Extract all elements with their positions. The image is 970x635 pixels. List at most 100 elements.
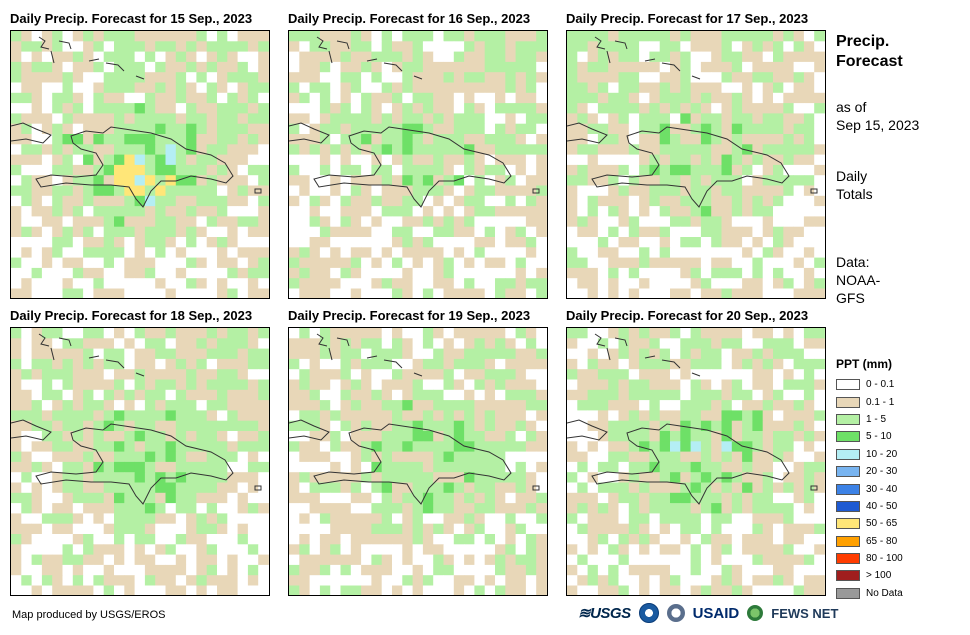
precip-cell xyxy=(700,82,712,94)
precip-cell xyxy=(536,400,547,411)
precip-cell xyxy=(227,82,238,94)
precip-cell xyxy=(371,420,383,432)
precip-cell xyxy=(525,523,537,535)
precip-cell xyxy=(464,144,475,155)
precip-cell xyxy=(289,482,300,494)
precip-cell xyxy=(134,144,146,155)
precip-cell xyxy=(103,185,115,197)
precip-cell xyxy=(597,420,609,432)
precip-cell xyxy=(258,389,269,401)
precip-cell xyxy=(103,154,115,166)
precip-cell xyxy=(93,134,105,145)
precip-cell xyxy=(731,431,743,442)
precip-cell xyxy=(803,554,815,566)
precip-cell xyxy=(247,400,259,411)
precip-cell xyxy=(52,451,63,463)
precip-cell xyxy=(721,144,733,155)
precip-cell xyxy=(227,420,238,432)
precip-cell xyxy=(731,461,743,473)
precip-cell xyxy=(505,389,516,401)
precip-cell xyxy=(196,369,208,380)
precip-cell xyxy=(731,554,743,566)
precip-cell xyxy=(31,103,43,114)
precip-cell xyxy=(144,348,156,360)
precip-cell xyxy=(330,288,341,298)
precip-cell xyxy=(711,328,722,339)
precip-cell xyxy=(742,389,753,401)
precip-cell xyxy=(114,185,125,197)
precip-cell xyxy=(371,503,383,514)
precip-cell xyxy=(52,237,63,248)
precip-cell xyxy=(443,420,455,432)
precip-cell xyxy=(309,585,321,595)
precip-cell xyxy=(289,237,300,248)
precip-cell xyxy=(165,237,177,248)
precip-cell xyxy=(639,51,650,63)
precip-cell xyxy=(11,134,22,145)
precip-cell xyxy=(742,134,753,145)
precip-cell xyxy=(350,41,362,52)
precip-cell xyxy=(762,92,774,104)
precip-cell xyxy=(752,379,764,391)
precip-cell xyxy=(464,92,475,104)
precip-cell xyxy=(536,51,547,63)
precip-cell xyxy=(700,503,712,514)
precip-cell xyxy=(103,278,115,289)
precip-cell xyxy=(206,575,218,586)
precip-cell xyxy=(721,523,733,535)
precip-cell xyxy=(803,123,815,135)
precip-cell xyxy=(299,441,310,452)
precip-cell xyxy=(340,328,352,339)
precip-cell xyxy=(464,585,475,595)
precip-cell xyxy=(144,431,156,442)
precip-cell xyxy=(247,575,259,586)
precip-cell xyxy=(31,247,43,258)
precip-cell xyxy=(567,534,578,545)
precip-cell xyxy=(742,585,753,595)
precip-cell xyxy=(114,82,125,94)
precip-cell xyxy=(649,123,661,135)
precip-cell xyxy=(11,544,22,555)
precip-cell xyxy=(144,554,156,566)
precip-cell xyxy=(144,226,156,238)
precip-cell xyxy=(155,288,166,298)
precip-cell xyxy=(690,154,702,166)
precip-cell xyxy=(587,544,599,555)
precip-cell xyxy=(41,348,53,360)
precip-cell xyxy=(31,92,43,104)
precip-cell xyxy=(144,288,156,298)
precip-cell xyxy=(103,379,115,391)
precip-cell xyxy=(186,348,197,360)
precip-cell xyxy=(83,544,94,555)
precip-cell xyxy=(402,216,413,228)
precip-cell xyxy=(330,216,341,228)
precip-cell xyxy=(690,472,702,483)
precip-cell xyxy=(618,206,630,217)
precip-cell xyxy=(196,328,208,339)
precip-cell xyxy=(206,420,218,432)
precip-cell xyxy=(793,216,805,228)
precip-cell xyxy=(381,410,393,422)
precip-cell xyxy=(536,379,547,391)
precip-cell xyxy=(11,185,22,197)
precip-cell xyxy=(31,338,43,349)
precip-cell xyxy=(165,82,177,94)
precip-cell xyxy=(319,513,331,525)
precip-cell xyxy=(217,461,228,473)
precip-cell xyxy=(186,72,197,83)
precip-cell xyxy=(412,348,424,360)
precip-cell xyxy=(649,61,661,73)
precip-cell xyxy=(597,400,609,411)
precip-cell xyxy=(155,61,166,73)
precip-cell xyxy=(618,185,630,197)
precip-cell xyxy=(309,575,321,586)
precip-cell xyxy=(433,134,444,145)
precip-cell xyxy=(402,226,413,238)
precip-cell xyxy=(93,441,105,452)
precip-cell xyxy=(721,237,733,248)
precip-cell xyxy=(721,51,733,63)
precip-cell xyxy=(175,379,187,391)
precip-cell xyxy=(52,123,63,135)
precip-cell xyxy=(114,206,125,217)
precip-cell xyxy=(773,400,784,411)
